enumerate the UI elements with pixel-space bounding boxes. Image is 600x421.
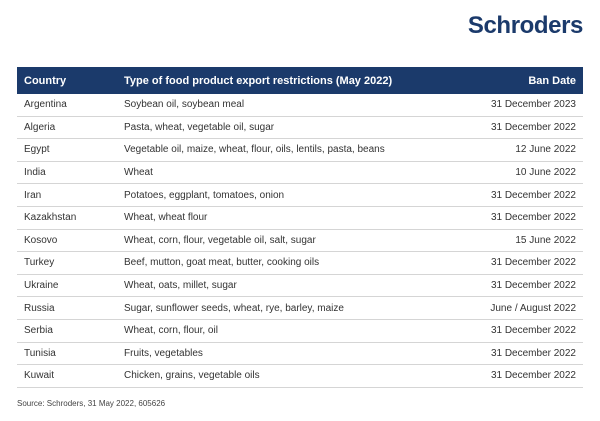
cell-country: Russia	[17, 296, 117, 320]
cell-ban-date: 31 December 2023	[457, 94, 583, 117]
cell-restriction: Beef, mutton, goat meat, butter, cooking…	[117, 251, 457, 275]
cell-ban-date: 31 December 2022	[457, 251, 583, 275]
cell-ban-date: 31 December 2022	[457, 274, 583, 298]
cell-country: Kuwait	[17, 364, 117, 388]
cell-restriction: Vegetable oil, maize, wheat, flour, oils…	[117, 138, 457, 162]
cell-ban-date: 31 December 2022	[457, 342, 583, 366]
cell-country: Ukraine	[17, 274, 117, 298]
table-row: Kuwait Chicken, grains, vegetable oils 31 …	[17, 364, 583, 388]
cell-restriction: Wheat	[117, 161, 457, 185]
header-ban-date: Ban Date	[528, 74, 576, 87]
source-note: Source: Schroders, 31 May 2022, 605626	[17, 399, 166, 408]
cell-country: Iran	[17, 183, 117, 207]
table-row: Argentina Soybean oil, soybean meal 31 Dec…	[17, 94, 583, 117]
export-restrictions-table: Country Type of food product export rest…	[17, 67, 583, 388]
cell-restriction: Chicken, grains, vegetable oils	[117, 364, 457, 388]
cell-ban-date: 15 June 2022	[457, 229, 583, 253]
cell-ban-date: 10 June 2022	[457, 161, 583, 185]
cell-restriction: Soybean oil, soybean meal	[117, 94, 457, 117]
cell-ban-date: 31 December 2022	[457, 206, 583, 230]
cell-restriction: Wheat, corn, flour, vegetable oil, salt,…	[117, 229, 457, 253]
schroders-logo: Schroders	[467, 12, 584, 39]
table-header-row: Country Type of food product export rest…	[17, 67, 583, 94]
table-row: Egypt Vegetable oil, maize, wheat, flour,…	[17, 138, 583, 162]
header-restriction-type: Type of food product export restrictions…	[124, 74, 393, 87]
cell-ban-date: 31 December 2022	[457, 183, 583, 207]
cell-country: Tunisia	[17, 342, 117, 366]
cell-restriction: Fruits, vegetables	[117, 342, 457, 366]
cell-restriction: Wheat, wheat flour	[117, 206, 457, 230]
cell-ban-date: June / August 2022	[457, 296, 583, 320]
cell-country: India	[17, 161, 117, 185]
table-row: Kosovo Wheat, corn, flour, vegetable oil,…	[17, 229, 583, 253]
cell-ban-date: 31 December 2022	[457, 319, 583, 343]
cell-country: Kazakhstan	[17, 206, 117, 230]
table-row: Ukraine Wheat, oats, millet, sugar 31 Dece…	[17, 274, 583, 298]
cell-country: Turkey	[17, 251, 117, 275]
cell-restriction: Pasta, wheat, vegetable oil, sugar	[117, 116, 457, 140]
table-row: Algeria Pasta, wheat, vegetable oil, suga…	[17, 116, 583, 140]
cell-ban-date: 31 December 2022	[457, 116, 583, 140]
cell-ban-date: 31 December 2022	[457, 364, 583, 388]
table-row: Kazakhstan Wheat, wheat flour 31 December …	[17, 206, 583, 230]
table-row: Serbia Wheat, corn, flour, oil 31 December…	[17, 319, 583, 343]
cell-country: Kosovo	[17, 229, 117, 253]
cell-restriction: Wheat, corn, flour, oil	[117, 319, 457, 343]
table-row: Turkey Beef, mutton, goat meat, butter, c…	[17, 251, 583, 275]
cell-country: Egypt	[17, 138, 117, 162]
cell-country: Algeria	[17, 116, 117, 140]
cell-ban-date: 12 June 2022	[457, 138, 583, 162]
table-row: Iran Potatoes, eggplant, tomatoes, onion 3…	[17, 183, 583, 207]
cell-restriction: Potatoes, eggplant, tomatoes, onion	[117, 183, 457, 207]
cell-restriction: Wheat, oats, millet, sugar	[117, 274, 457, 298]
table-row: India Wheat 10 June 2022	[17, 161, 583, 185]
cell-country: Argentina	[17, 94, 117, 117]
header-country: Country	[24, 74, 67, 87]
cell-country: Serbia	[17, 319, 117, 343]
table-row: Tunisia Fruits, vegetables 31 December 202…	[17, 342, 583, 366]
cell-restriction: Sugar, sunflower seeds, wheat, rye, barl…	[117, 296, 457, 320]
table-row: Russia Sugar, sunflower seeds, wheat, rye…	[17, 296, 583, 320]
